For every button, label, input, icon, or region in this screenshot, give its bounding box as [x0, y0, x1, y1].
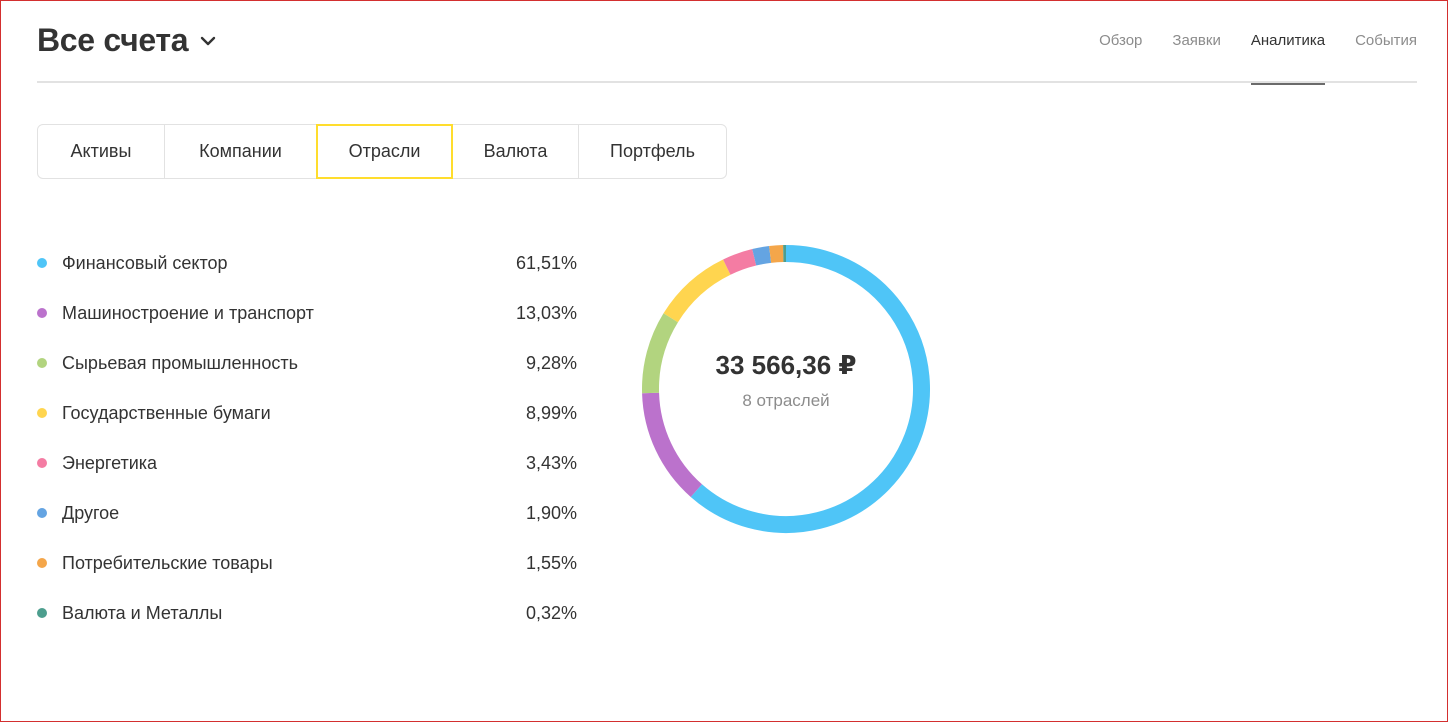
- legend-dot-icon: [37, 458, 47, 468]
- legend-item: Машиностроение и транспорт 13,03%: [37, 288, 577, 338]
- legend-dot-icon: [37, 308, 47, 318]
- legend-item: Сырьевая промышленность 9,28%: [37, 338, 577, 388]
- nav-tab-orders[interactable]: Заявки: [1172, 0, 1220, 83]
- legend-dot-icon: [37, 258, 47, 268]
- donut-slice: [690, 245, 930, 533]
- segment-currency[interactable]: Валюта: [453, 125, 578, 178]
- nav-tab-label: Заявки: [1172, 32, 1221, 49]
- analytics-segment-tabs: Активы Компании Отрасли Валюта Портфель: [37, 124, 727, 179]
- legend-dot-icon: [37, 608, 47, 618]
- legend-item: Валюта и Металлы 0,32%: [37, 588, 577, 638]
- donut-slice: [723, 249, 757, 275]
- legend-value: 13,03%: [515, 302, 577, 323]
- industry-donut-chart: [642, 245, 930, 533]
- chevron-down-icon: [201, 36, 216, 45]
- legend-value: 1,55%: [525, 552, 577, 573]
- legend-label: Другое: [62, 502, 120, 523]
- donut-slice: [663, 259, 731, 323]
- legend-label: Сырьевая промышленность: [62, 352, 299, 373]
- donut-slice: [642, 313, 679, 394]
- legend-item: Другое 1,90%: [37, 488, 577, 538]
- legend-value: 8,99%: [525, 402, 577, 423]
- legend-label: Машиностроение и транспорт: [62, 302, 314, 323]
- legend-dot-icon: [37, 508, 47, 518]
- nav-tab-events[interactable]: События: [1355, 0, 1417, 83]
- legend-item: Энергетика 3,43%: [37, 438, 577, 488]
- segment-companies[interactable]: Компании: [164, 125, 316, 178]
- legend-label: Энергетика: [62, 452, 158, 473]
- portfolio-total: 33 566,36 ₽: [715, 349, 857, 380]
- legend-label: Потребительские товары: [62, 552, 273, 573]
- top-nav: Обзор Заявки Аналитика События: [1069, 0, 1417, 85]
- legend-item: Государственные бумаги 8,99%: [37, 388, 577, 438]
- nav-tab-label: Обзор: [1099, 32, 1143, 49]
- segment-portfolio[interactable]: Портфель: [578, 125, 726, 178]
- legend-item: Финансовый сектор 61,51%: [37, 238, 577, 288]
- legend-value: 1,90%: [525, 502, 577, 523]
- legend-value: 0,32%: [525, 602, 577, 623]
- legend-item: Потребительские товары 1,55%: [37, 538, 577, 588]
- industry-legend: Финансовый сектор 61,51% Машиностроение и …: [37, 238, 577, 638]
- account-selector[interactable]: Все счета: [37, 22, 218, 59]
- page-title: Все счета: [37, 22, 189, 58]
- segment-label: Компании: [199, 141, 282, 161]
- donut-center: 33 566,36 ₽ 8 отраслей: [640, 243, 932, 535]
- legend-dot-icon: [37, 358, 47, 368]
- segment-label: Валюта: [483, 141, 548, 161]
- segment-industries[interactable]: Отрасли: [316, 124, 453, 179]
- nav-tab-overview[interactable]: Обзор: [1099, 0, 1142, 83]
- nav-tab-label: Аналитика: [1250, 32, 1326, 49]
- nav-tab-analytics[interactable]: Аналитика: [1250, 0, 1326, 85]
- legend-value: 9,28%: [525, 352, 577, 373]
- nav-tab-label: События: [1355, 32, 1417, 49]
- donut-slice: [769, 245, 784, 263]
- segment-assets[interactable]: Активы: [38, 125, 164, 178]
- segment-label: Отрасли: [348, 141, 421, 161]
- legend-dot-icon: [37, 558, 47, 568]
- legend-label: Государственные бумаги: [62, 402, 271, 423]
- legend-dot-icon: [37, 408, 47, 418]
- donut-slice: [642, 392, 703, 497]
- page-header: Все счета Обзор Заявки Аналитика События: [37, 0, 1417, 85]
- donut-slice: [752, 245, 772, 266]
- legend-value: 3,43%: [525, 452, 577, 473]
- legend-label: Валюта и Металлы: [62, 602, 223, 623]
- legend-value: 61,51%: [515, 252, 577, 273]
- legend-label: Финансовый сектор: [62, 252, 228, 273]
- segment-label: Активы: [70, 141, 132, 161]
- segment-label: Портфель: [610, 141, 695, 161]
- industry-count: 8 отраслей: [742, 390, 830, 410]
